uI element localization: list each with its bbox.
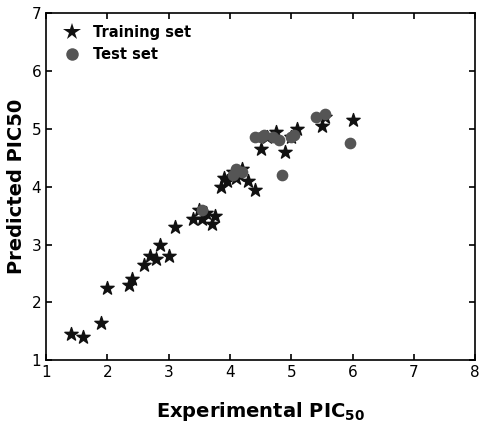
Point [251, 186, 259, 193]
Point [199, 206, 206, 213]
Point [199, 215, 206, 222]
Point [189, 215, 197, 222]
Point [104, 285, 112, 291]
Point [260, 131, 268, 138]
Point [140, 262, 148, 268]
Point [312, 114, 320, 120]
Point [263, 134, 271, 141]
Point [257, 145, 264, 152]
Point [195, 206, 203, 213]
Point [128, 276, 136, 283]
Point [220, 175, 228, 181]
Point [232, 166, 240, 173]
Point [244, 178, 252, 184]
Point [287, 134, 295, 141]
Point [251, 134, 259, 141]
Point [349, 117, 356, 123]
Point [239, 166, 246, 173]
Point [147, 253, 154, 259]
Point [275, 137, 283, 144]
Point [229, 172, 237, 179]
Text: Experimental PIC$_{\mathbf{50}}$: Experimental PIC$_{\mathbf{50}}$ [156, 400, 365, 423]
Point [239, 169, 246, 176]
Point [165, 253, 172, 259]
Point [232, 175, 240, 181]
Point [281, 148, 289, 155]
Point [156, 241, 164, 248]
Point [202, 209, 209, 216]
Point [235, 172, 243, 179]
Point [278, 172, 286, 179]
Point [125, 282, 133, 288]
Point [346, 140, 354, 147]
Point [79, 334, 87, 340]
Point [257, 134, 264, 141]
Y-axis label: Predicted PIC50: Predicted PIC50 [7, 99, 26, 274]
Point [208, 221, 216, 228]
Point [291, 131, 299, 138]
Point [321, 111, 329, 118]
Point [294, 126, 301, 132]
Point [269, 134, 277, 141]
Point [223, 178, 231, 184]
Point [152, 256, 160, 262]
Point [171, 224, 179, 231]
Point [287, 134, 295, 141]
Point [229, 169, 237, 176]
Point [321, 114, 329, 120]
Point [67, 331, 75, 338]
Point [318, 123, 326, 129]
Point [272, 128, 280, 135]
Legend: Training set, Test set: Training set, Test set [54, 20, 195, 66]
Point [217, 183, 225, 190]
Point [97, 319, 105, 326]
Point [211, 212, 219, 219]
